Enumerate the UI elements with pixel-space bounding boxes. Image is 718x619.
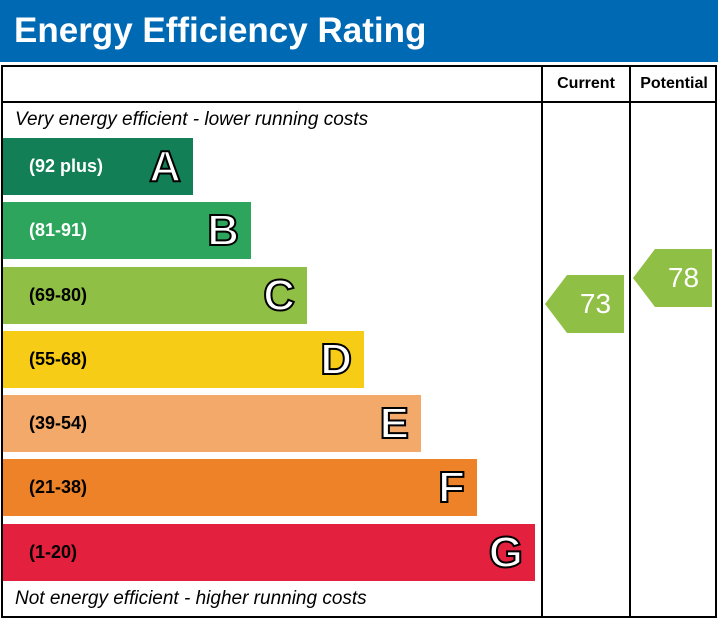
band-letter: B xyxy=(206,205,240,256)
band-letter: G xyxy=(488,527,524,578)
band-a: (92 plus) A xyxy=(3,138,193,195)
potential-rating-value: 78 xyxy=(667,262,700,293)
band-b: (81-91) B xyxy=(3,202,251,259)
band-f: (21-38) F xyxy=(3,459,477,516)
band-g: (1-20) G xyxy=(3,524,535,581)
current-header: Current xyxy=(557,75,615,92)
band-range: (55-68) xyxy=(29,349,88,369)
band-letter: E xyxy=(379,398,410,449)
band-range: (92 plus) xyxy=(29,156,104,176)
band-letter: D xyxy=(319,334,353,385)
band-d: (55-68) D xyxy=(3,331,364,388)
band-e: (39-54) E xyxy=(3,395,421,452)
column-divider xyxy=(541,65,543,618)
header-divider xyxy=(1,101,717,103)
column-divider xyxy=(629,65,631,618)
band-letter: C xyxy=(262,270,296,321)
arrow-shape xyxy=(545,275,624,333)
rating-table xyxy=(1,65,717,618)
chart-title: Energy Efficiency Rating xyxy=(0,0,718,62)
band-range: (21-38) xyxy=(29,477,88,497)
arrow-shape xyxy=(633,249,712,307)
current-rating-value: 73 xyxy=(579,288,612,319)
band-range: (1-20) xyxy=(29,542,78,562)
band-range: (81-91) xyxy=(29,220,88,240)
current-rating-arrow: 73 xyxy=(545,275,624,333)
band-range: (69-80) xyxy=(29,285,88,305)
top-caption: Very energy efficient - lower running co… xyxy=(15,109,369,130)
potential-header: Potential xyxy=(640,75,708,92)
potential-rating-arrow: 78 xyxy=(633,249,712,307)
band-c: (69-80) C xyxy=(3,267,307,324)
bottom-caption: Not energy efficient - higher running co… xyxy=(15,588,367,609)
band-range: (39-54) xyxy=(29,413,88,433)
band-letter: F xyxy=(437,462,466,513)
band-letter: A xyxy=(148,141,182,192)
